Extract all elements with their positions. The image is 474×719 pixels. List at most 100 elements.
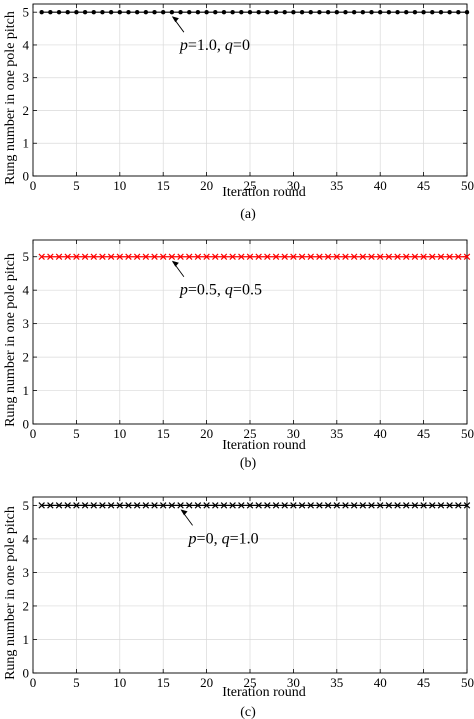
data-point (316, 253, 323, 260)
data-point (55, 253, 63, 260)
data-point (255, 502, 262, 509)
data-point (73, 253, 80, 260)
data-point (351, 9, 357, 15)
y-tick-label: 3 (23, 70, 30, 85)
x-axis-label: Iteration round (222, 185, 306, 200)
data-point (360, 9, 366, 15)
data-point (178, 9, 183, 15)
data-point (195, 9, 201, 15)
data-point (359, 502, 367, 509)
annotation-label: p=0.5, q=0.5 (179, 282, 262, 299)
data-point (324, 253, 332, 260)
data-point (455, 253, 462, 260)
data-point (385, 253, 393, 260)
data-point (151, 502, 158, 509)
data-point (186, 253, 193, 260)
data-point (108, 9, 114, 15)
y-tick-label: 5 (23, 5, 30, 20)
y-tick-label: 5 (23, 249, 30, 264)
data-point (107, 253, 115, 260)
data-point (299, 9, 305, 15)
x-tick-label: 30 (287, 178, 300, 193)
data-point (238, 502, 245, 509)
data-point (177, 253, 184, 260)
data-point (290, 253, 297, 260)
data-point (447, 9, 452, 15)
data-point (273, 9, 279, 15)
data-point (161, 9, 166, 15)
data-point (64, 253, 71, 260)
data-point (342, 502, 349, 509)
data-point (47, 502, 54, 509)
data-point (395, 9, 400, 15)
panel-caption: (b) (240, 456, 257, 471)
annotation-sep: , (217, 282, 225, 299)
data-point (333, 253, 341, 260)
annotation-q-number: 1.0 (239, 530, 259, 547)
y-tick-label: 4 (23, 531, 30, 546)
data-point (143, 9, 149, 15)
y-tick-label: 2 (23, 598, 30, 613)
y-axis-label: Rung number in one pole pitch (3, 11, 18, 185)
y-tick-label: 3 (23, 565, 30, 580)
data-point (187, 9, 192, 15)
data-point (117, 9, 123, 15)
data-point (265, 9, 270, 15)
data-point (404, 9, 409, 15)
data-point (47, 253, 54, 260)
data-point (64, 502, 71, 509)
annotation-p-symbol: p (179, 37, 188, 54)
x-tick-label: 15 (157, 178, 170, 193)
x-tick-label: 25 (244, 426, 257, 441)
data-point (368, 253, 375, 260)
x-tick-label: 5 (73, 178, 80, 193)
data-point (38, 502, 45, 509)
x-tick-label: 0 (30, 675, 37, 690)
data-point (220, 502, 228, 509)
x-axis-label: Iteration round (222, 685, 306, 700)
data-point (455, 502, 462, 509)
annotation-p-symbol: p (179, 282, 188, 299)
data-point (99, 502, 106, 509)
data-point (142, 253, 150, 260)
x-tick-label: 40 (374, 178, 387, 193)
data-point (116, 502, 124, 509)
data-point (464, 9, 470, 15)
data-point (308, 9, 313, 15)
data-point (256, 9, 261, 15)
data-point (298, 502, 306, 509)
data-point (394, 253, 401, 260)
data-point (116, 253, 124, 260)
y-tick-label: 4 (23, 37, 30, 52)
data-point (403, 502, 410, 509)
data-point (446, 502, 453, 509)
data-point (212, 253, 219, 260)
data-point (272, 502, 280, 509)
data-point (159, 253, 167, 260)
data-point (125, 253, 132, 260)
data-point (386, 9, 392, 15)
data-point (385, 502, 393, 509)
annotation-p-number: 1.0 (197, 37, 217, 54)
data-point (307, 253, 314, 260)
data-point (48, 9, 53, 15)
data-point (343, 9, 348, 15)
data-point (437, 253, 445, 260)
data-point (420, 253, 427, 260)
data-point (213, 9, 218, 15)
data-point (247, 9, 253, 15)
data-point (221, 9, 227, 15)
data-point (203, 253, 210, 260)
data-point (272, 253, 280, 260)
data-point (125, 502, 132, 509)
panel-caption: (c) (240, 705, 256, 719)
data-point (438, 9, 444, 15)
y-tick-label: 1 (23, 632, 30, 647)
data-point (342, 253, 349, 260)
data-point (463, 253, 471, 260)
data-point (74, 9, 79, 15)
y-axis-label: Rung number in one pole pitch (3, 506, 18, 680)
data-point (212, 502, 219, 509)
data-point (168, 502, 176, 509)
